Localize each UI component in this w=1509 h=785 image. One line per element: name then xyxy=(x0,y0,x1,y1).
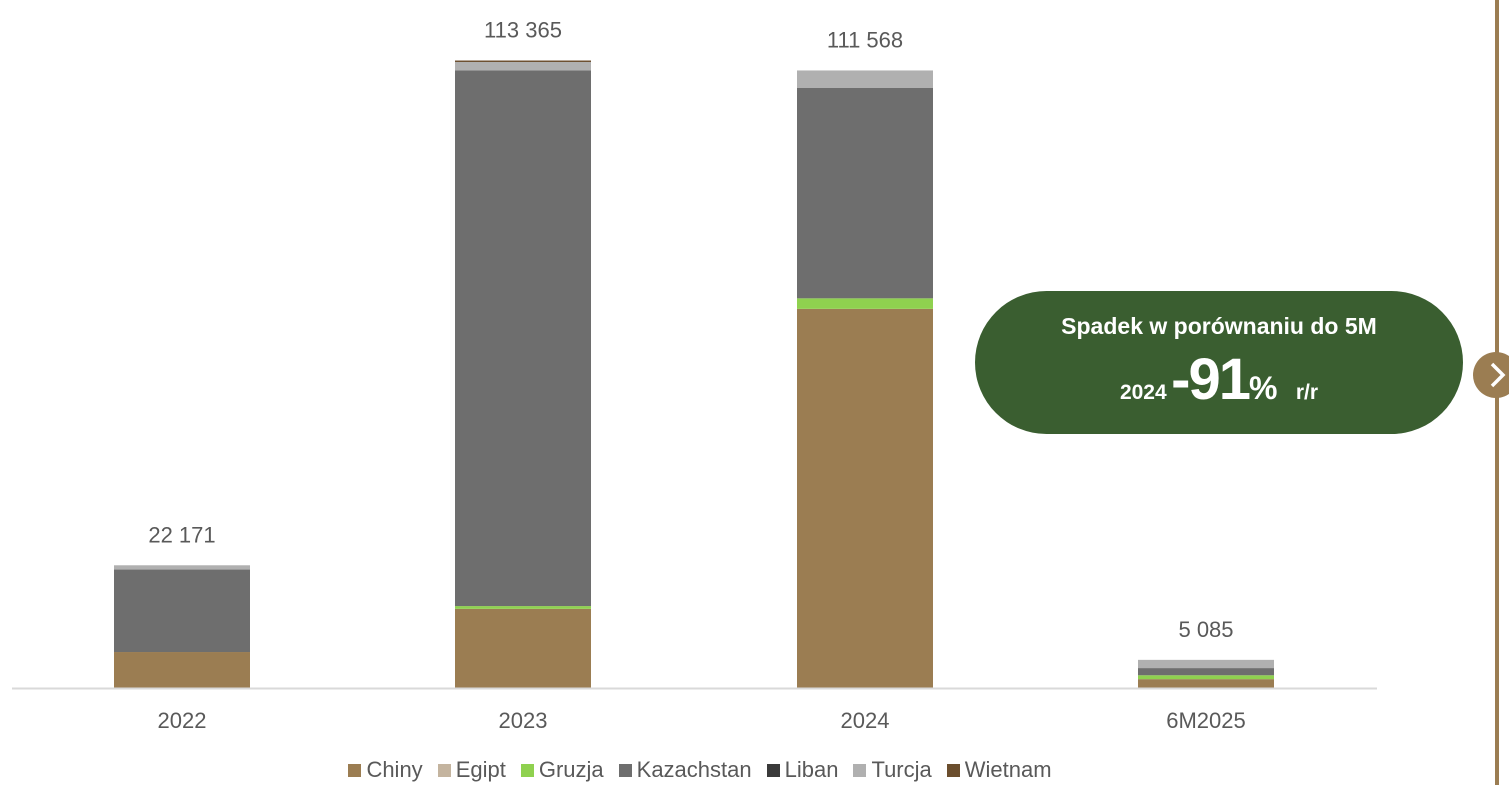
bar-segment-chiny-2024 xyxy=(797,308,933,688)
legend-swatch xyxy=(618,763,632,777)
bar-segment-gruzja-6m2025 xyxy=(1138,675,1274,680)
legend-swatch xyxy=(437,763,451,777)
legend-item-turcja: Turcja xyxy=(853,757,932,783)
total-label-2024: 111 568 xyxy=(827,27,903,52)
legend-label: Gruzja xyxy=(538,757,604,782)
legend-item-kazachstan: Kazachstan xyxy=(618,757,752,783)
legend-label: Wietnam xyxy=(964,757,1052,782)
chevron-right-icon xyxy=(1490,362,1506,388)
bar-segment-kazachstan-6m2025 xyxy=(1138,668,1274,676)
decline-callout: Spadek w porównaniu do 5M 2024 -91% r/r xyxy=(975,291,1463,434)
legend-label: Egipt xyxy=(455,757,506,782)
bar-segment-turcja-2023 xyxy=(455,61,591,71)
legend-item-gruzja: Gruzja xyxy=(520,757,604,783)
legend-swatch xyxy=(946,763,960,777)
callout-value-line: 2024 -91% r/r xyxy=(975,346,1463,413)
callout-value: -91 xyxy=(1171,347,1251,412)
bar-segment-chiny-2022 xyxy=(114,652,250,688)
legend-label: Turcja xyxy=(871,757,932,782)
total-label-6m2025: 5 085 xyxy=(1178,617,1233,642)
bar-segment-kazachstan-2022 xyxy=(114,569,250,653)
legend-swatch xyxy=(766,763,780,777)
legend-label: Kazachstan xyxy=(636,757,752,782)
bar-segment-gruzja-2023 xyxy=(455,606,591,609)
legend-item-egipt: Egipt xyxy=(437,757,506,783)
legend-item-wietnam: Wietnam xyxy=(946,757,1052,783)
legend-swatch xyxy=(853,763,867,777)
bar-segment-kazachstan-2023 xyxy=(455,70,591,607)
chart-legend: Chiny Egipt Gruzja Kazachstan Liban Turcja Wie… xyxy=(0,757,1400,783)
callout-year: 2024 xyxy=(1119,381,1167,404)
legend-item-liban: Liban xyxy=(766,757,839,783)
bar-segment-chiny-6m2025 xyxy=(1138,679,1274,688)
bar-segment-gruzja-2024 xyxy=(797,298,933,309)
bar-segment-turcja-6m2025 xyxy=(1138,659,1274,669)
legend-swatch xyxy=(520,763,534,777)
bar-segment-chiny-2023 xyxy=(455,608,591,688)
legend-item-chiny: Chiny xyxy=(348,757,423,783)
bar-segment-kazachstan-2024 xyxy=(797,87,933,299)
legend-label: Chiny xyxy=(366,757,423,782)
callout-percent: % xyxy=(1248,370,1278,406)
x-tick-label-2024: 2024 xyxy=(841,708,890,733)
x-tick-label-2022: 2022 xyxy=(158,708,207,733)
legend-swatch xyxy=(348,763,362,777)
legend-label: Liban xyxy=(784,757,839,782)
callout-suffix: r/r xyxy=(1295,381,1319,404)
callout-title: Spadek w porównaniu do 5M xyxy=(1061,313,1377,339)
x-tick-label-2023: 2023 xyxy=(499,708,548,733)
bar-segment-turcja-2024 xyxy=(797,70,933,88)
next-slide-button[interactable] xyxy=(1473,352,1509,398)
bar-segment-wietnam-2023 xyxy=(455,60,591,62)
bar-segment-turcja-2022 xyxy=(114,565,250,570)
total-label-2022: 22 171 xyxy=(148,522,215,547)
x-tick-label-6m2025: 6M2025 xyxy=(1166,708,1246,733)
total-label-2023: 113 365 xyxy=(484,18,562,43)
